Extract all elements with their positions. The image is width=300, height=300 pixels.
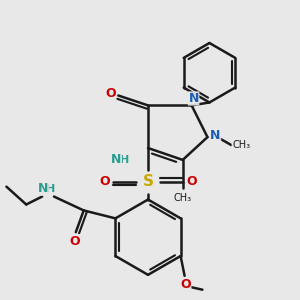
Text: N: N	[210, 129, 220, 142]
Text: O: O	[70, 235, 80, 248]
Text: O: O	[180, 278, 191, 291]
Text: CH₃: CH₃	[232, 140, 250, 150]
Text: N: N	[188, 92, 199, 105]
Text: N: N	[111, 153, 122, 167]
Text: H: H	[120, 155, 129, 165]
Text: CH₃: CH₃	[174, 193, 192, 202]
Text: H: H	[46, 184, 56, 194]
Text: O: O	[105, 87, 116, 100]
Text: O: O	[99, 175, 110, 188]
Text: N: N	[38, 182, 48, 195]
Text: S: S	[142, 174, 154, 189]
Text: O: O	[186, 175, 197, 188]
